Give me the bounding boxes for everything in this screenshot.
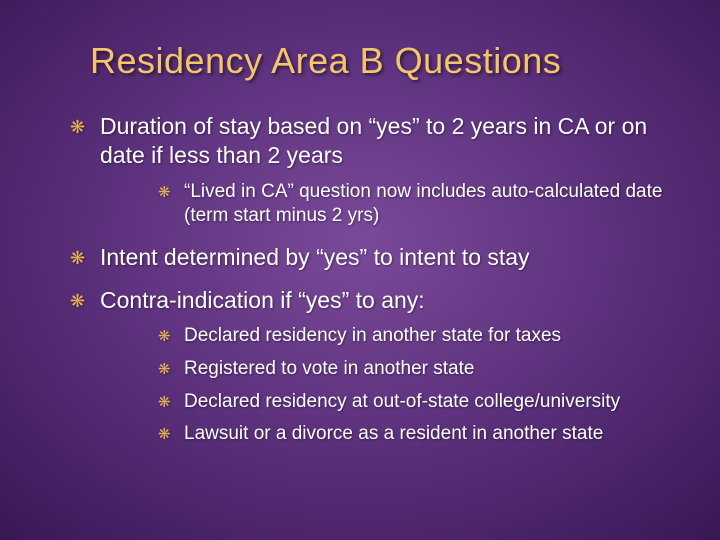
item-text: “Lived in CA” question now includes auto… (184, 181, 662, 227)
bullet-list: ❋ Duration of stay based on “yes” to 2 y… (70, 112, 665, 447)
item-text: Duration of stay based on “yes” to 2 yea… (100, 113, 647, 168)
item-text: Declared residency in another state for … (184, 325, 561, 346)
list-item: ❋ Declared residency in another state fo… (158, 324, 665, 349)
list-item: ❋ Contra-indication if “yes” to any: ❋ D… (70, 286, 665, 448)
list-item: ❋ Lawsuit or a divorce as a resident in … (158, 422, 665, 447)
list-item: ❋ Registered to vote in another state (158, 357, 665, 382)
sub-list: ❋ Declared residency in another state fo… (158, 324, 665, 447)
bullet-icon: ❋ (158, 393, 171, 413)
bullet-icon: ❋ (70, 116, 85, 139)
item-text: Intent determined by “yes” to intent to … (100, 244, 530, 270)
slide: Residency Area B Questions ❋ Duration of… (0, 0, 720, 540)
list-item: ❋ “Lived in CA” question now includes au… (158, 180, 665, 229)
list-item: ❋ Declared residency at out-of-state col… (158, 390, 665, 415)
bullet-icon: ❋ (158, 327, 171, 347)
bullet-icon: ❋ (70, 247, 85, 270)
item-text: Lawsuit or a divorce as a resident in an… (184, 423, 603, 444)
bullet-icon: ❋ (158, 360, 171, 380)
sub-list: ❋ “Lived in CA” question now includes au… (158, 180, 665, 229)
list-item: ❋ Intent determined by “yes” to intent t… (70, 243, 665, 272)
list-item: ❋ Duration of stay based on “yes” to 2 y… (70, 112, 665, 229)
slide-title: Residency Area B Questions (90, 40, 665, 82)
item-text: Contra-indication if “yes” to any: (100, 287, 425, 313)
bullet-icon: ❋ (158, 183, 171, 203)
bullet-icon: ❋ (158, 425, 171, 445)
bullet-icon: ❋ (70, 290, 85, 313)
item-text: Registered to vote in another state (184, 358, 474, 379)
item-text: Declared residency at out-of-state colle… (184, 391, 620, 412)
